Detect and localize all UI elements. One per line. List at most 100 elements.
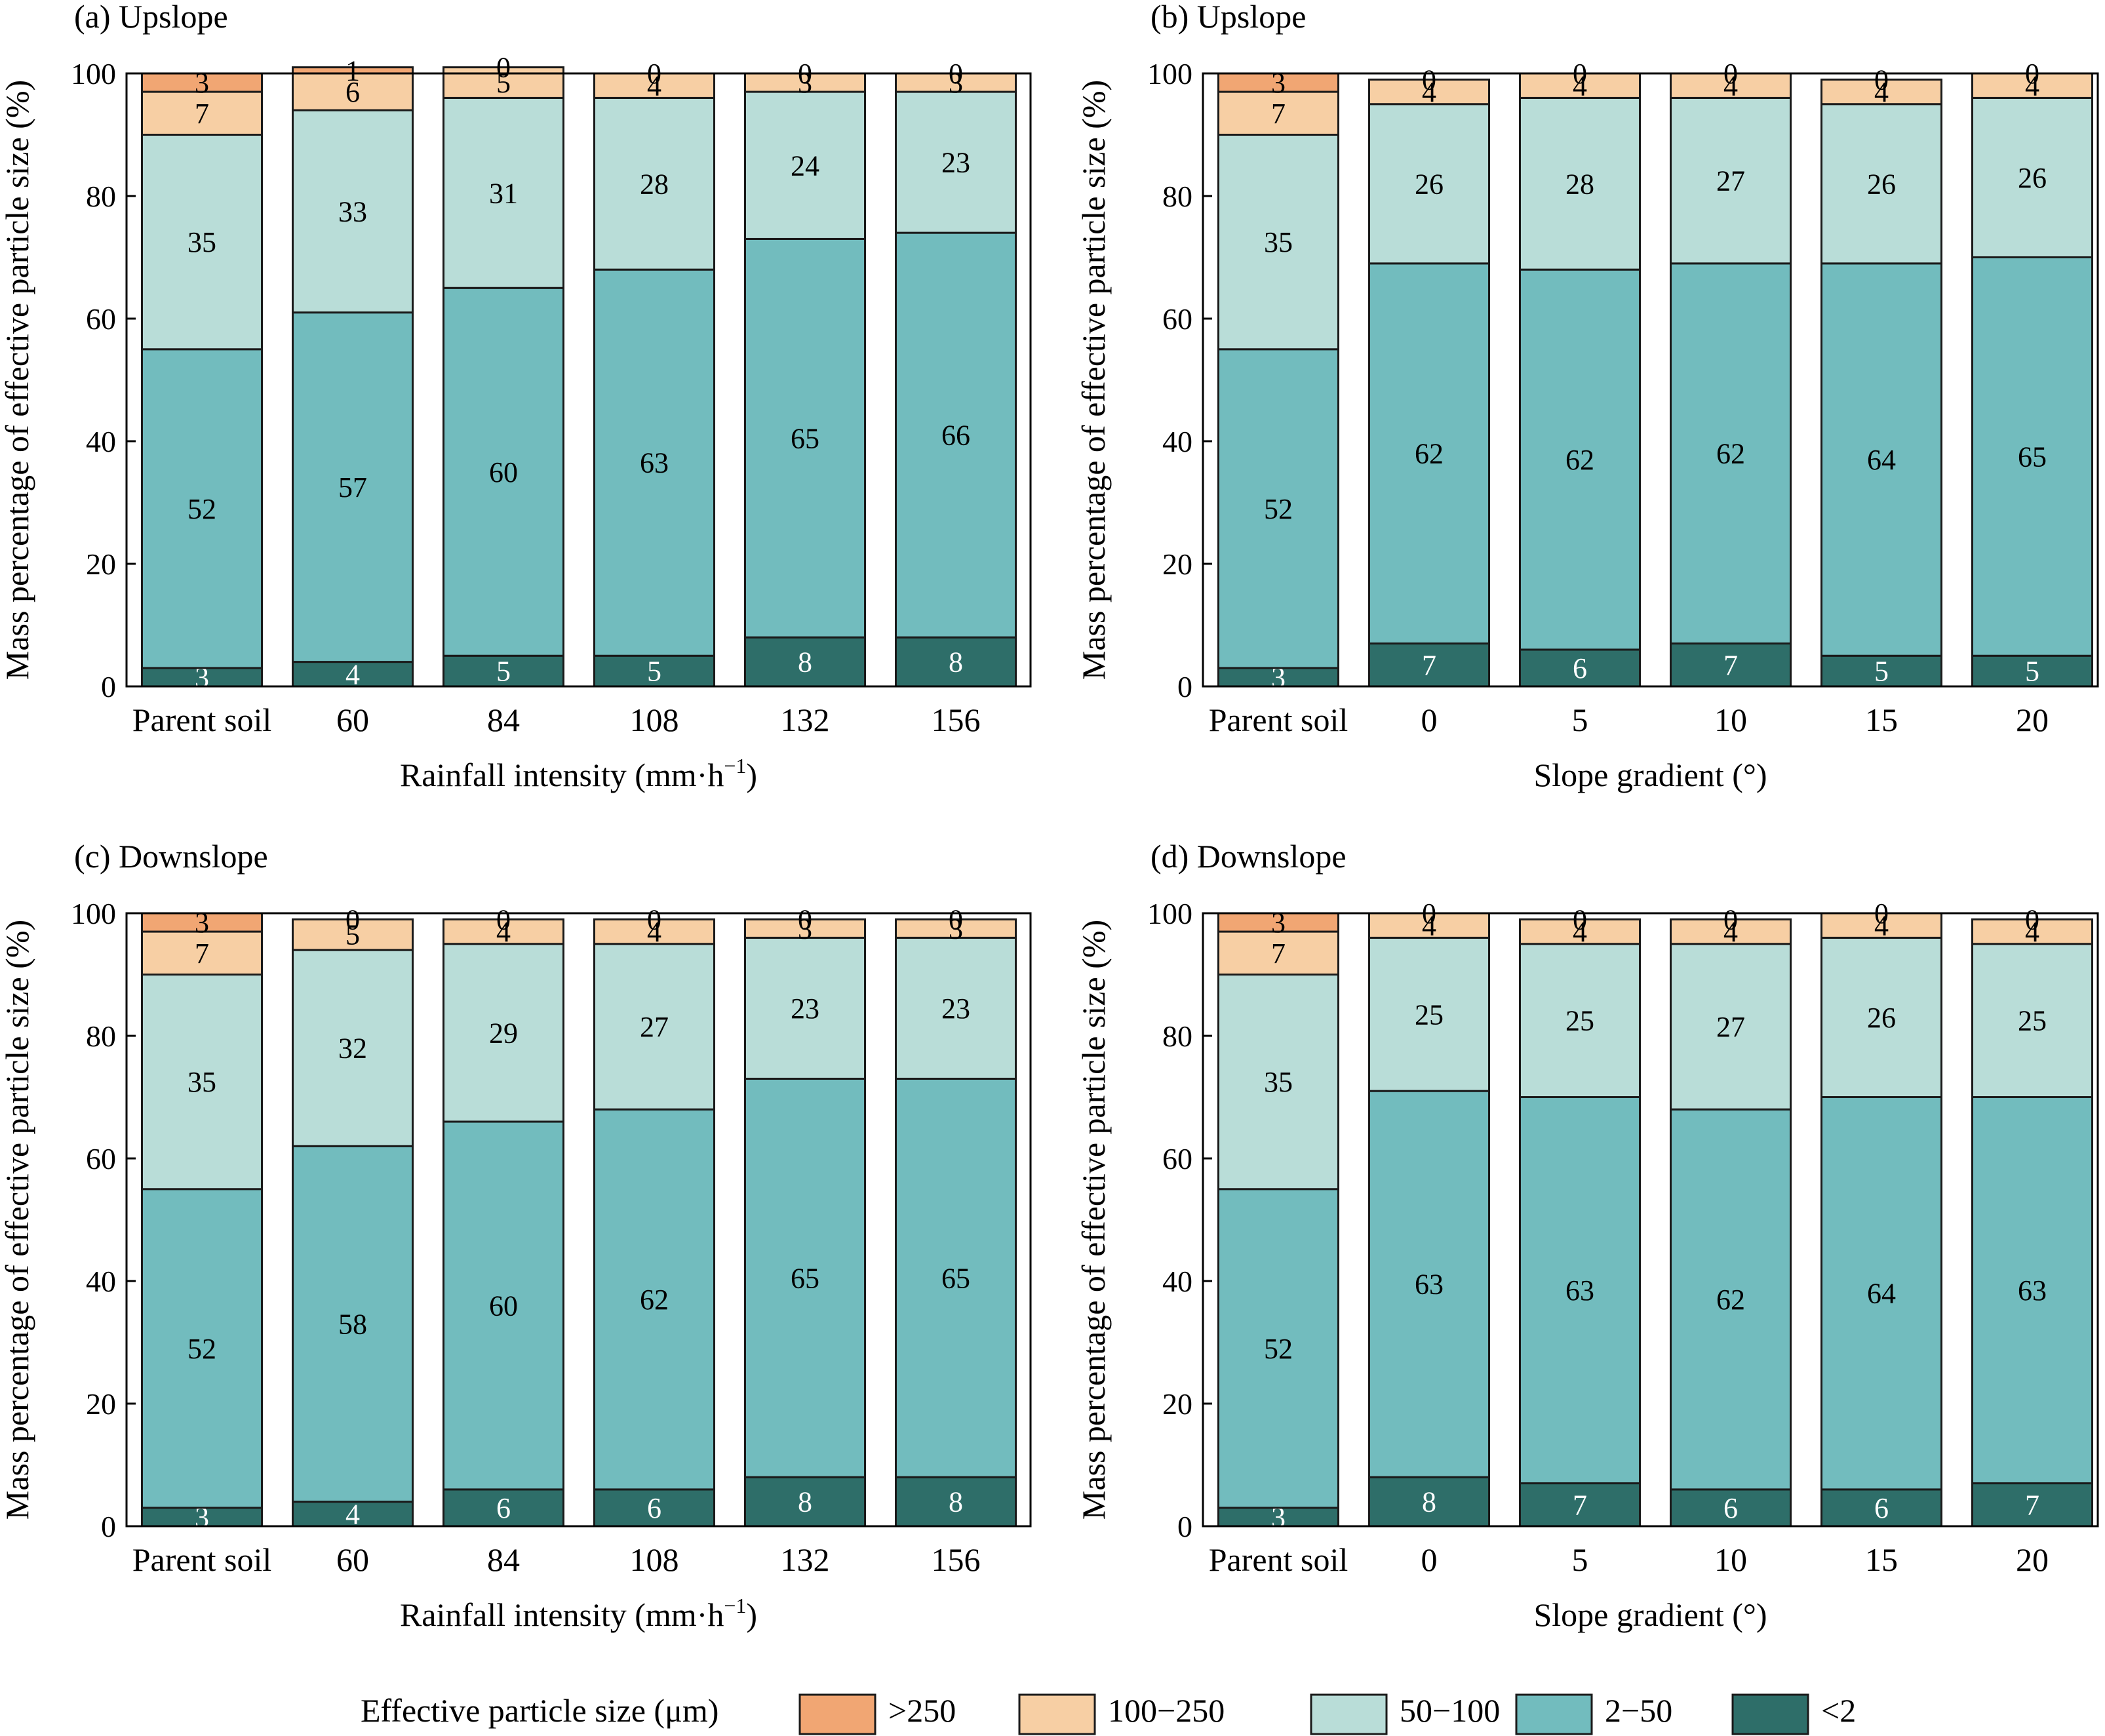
data-label: 4 xyxy=(2025,70,2039,102)
x-axis-title-main: Slope gradient (°) xyxy=(1533,757,1767,793)
data-label: 28 xyxy=(1565,168,1594,200)
data-label: 8 xyxy=(1422,1486,1436,1518)
bar-segment xyxy=(895,636,1017,688)
data-label: 6 xyxy=(345,76,360,108)
bar-segment xyxy=(1971,72,2093,99)
bar-segment xyxy=(1971,96,2093,258)
data-label: 62 xyxy=(1415,438,1444,470)
bar-segment xyxy=(1670,642,1792,688)
y-tick-label: 40 xyxy=(1162,425,1192,458)
bar-segment xyxy=(744,237,866,639)
legend-label: 50−100 xyxy=(1400,1692,1500,1729)
y-tick-label: 80 xyxy=(86,180,116,213)
bar-segment xyxy=(1519,268,1641,651)
data-label: 1 xyxy=(345,54,360,87)
x-tick-label: 84 xyxy=(487,1541,520,1578)
bar-segment xyxy=(443,286,564,657)
data-label: 3 xyxy=(798,913,812,945)
data-label: 4 xyxy=(1723,70,1738,102)
bar-segment xyxy=(1217,974,1339,1191)
y-tick-label: 80 xyxy=(86,1019,116,1053)
data-label: 3 xyxy=(195,907,209,939)
data-label: 0 xyxy=(1723,903,1738,936)
x-axis-title: Slope gradient (°) xyxy=(1533,1596,1767,1633)
panel-title: (a) Upslope xyxy=(74,0,228,35)
bar-segment xyxy=(1217,912,1339,933)
bar-segment xyxy=(1519,1482,1641,1528)
bar-segment xyxy=(593,918,715,945)
data-label: 25 xyxy=(1565,1005,1594,1037)
data-label: 3 xyxy=(798,67,812,99)
x-axis-title-superscript: −1 xyxy=(724,754,746,778)
x-axis-title: Rainfall intensity (mm·h−1) xyxy=(400,754,757,793)
bar-segment xyxy=(1519,943,1641,1098)
data-label: 8 xyxy=(949,1486,963,1518)
y-tick-label: 60 xyxy=(1162,1142,1192,1175)
bar-segment xyxy=(1670,943,1792,1111)
y-tick-label: 60 xyxy=(1162,302,1192,336)
data-label: 0 xyxy=(1874,64,1889,96)
bar-segment xyxy=(1971,943,2093,1098)
legend-swatch xyxy=(1310,1693,1388,1735)
data-label: 8 xyxy=(798,646,812,679)
y-tick-label: 60 xyxy=(86,1142,116,1175)
data-label: 62 xyxy=(1716,1284,1745,1316)
data-label: 4 xyxy=(647,916,661,948)
plot-frame xyxy=(1202,72,2099,688)
x-axis-title: Rainfall intensity (mm·h−1) xyxy=(400,1594,757,1633)
data-label: 35 xyxy=(187,1066,216,1098)
x-tick-label: 156 xyxy=(932,1541,981,1578)
bar-segment xyxy=(1670,1488,1792,1528)
bar-segment xyxy=(141,348,263,669)
bar-segment xyxy=(1820,1096,1942,1491)
data-label: 27 xyxy=(1716,165,1745,197)
x-tick-label: 132 xyxy=(781,701,830,738)
data-label: 3 xyxy=(949,67,963,99)
bar-segment xyxy=(443,918,564,945)
x-tick-label: 15 xyxy=(1865,701,1898,738)
x-tick-label: 10 xyxy=(1714,1541,1747,1578)
data-label: 65 xyxy=(941,1262,970,1294)
data-label: 58 xyxy=(338,1308,367,1340)
bar-segment xyxy=(1368,78,1490,106)
panel-title: (b) Upslope xyxy=(1151,0,1306,35)
x-axis-title-main: Rainfall intensity (mm·h xyxy=(400,757,724,793)
bar-segment xyxy=(744,936,866,1080)
data-label: 63 xyxy=(2018,1274,2047,1307)
x-tick-label: 84 xyxy=(487,701,520,738)
y-tick-label: 60 xyxy=(86,302,116,336)
data-label: 3 xyxy=(195,67,209,99)
bar-segment xyxy=(593,1108,715,1491)
data-label: 0 xyxy=(798,903,812,936)
bar-segment xyxy=(1670,918,1792,945)
y-tick-label: 0 xyxy=(101,1510,116,1543)
data-label: 0 xyxy=(2025,903,2039,936)
y-axis-title: Mass percentage of effective particle si… xyxy=(0,80,35,680)
data-label: 4 xyxy=(1422,910,1436,942)
bar-segment xyxy=(1368,1090,1490,1478)
x-tick-label: 20 xyxy=(2016,1541,2049,1578)
bar-segment xyxy=(1820,912,1942,939)
data-label: 3 xyxy=(949,913,963,945)
legend-label: <2 xyxy=(1821,1692,1856,1729)
bar-segment xyxy=(1971,256,2093,657)
bar-segment xyxy=(1368,936,1490,1092)
data-label: 7 xyxy=(195,937,209,970)
y-tick-label: 40 xyxy=(86,425,116,458)
data-label: 62 xyxy=(640,1284,669,1316)
x-axis-title-end: ) xyxy=(746,757,757,793)
x-tick-label: 5 xyxy=(1572,1541,1588,1578)
x-tick-label: Parent soil xyxy=(1209,1541,1348,1578)
bar-segment xyxy=(1670,1108,1792,1491)
bar-segment xyxy=(744,90,866,240)
data-label: 5 xyxy=(345,919,360,951)
x-tick-label: Parent soil xyxy=(132,1541,271,1578)
legend-label: 100−250 xyxy=(1108,1692,1225,1729)
data-label: 5 xyxy=(2025,656,2039,688)
data-label: 6 xyxy=(647,1492,661,1524)
bar-segment xyxy=(292,661,414,688)
bar-segment xyxy=(1971,1096,2093,1485)
